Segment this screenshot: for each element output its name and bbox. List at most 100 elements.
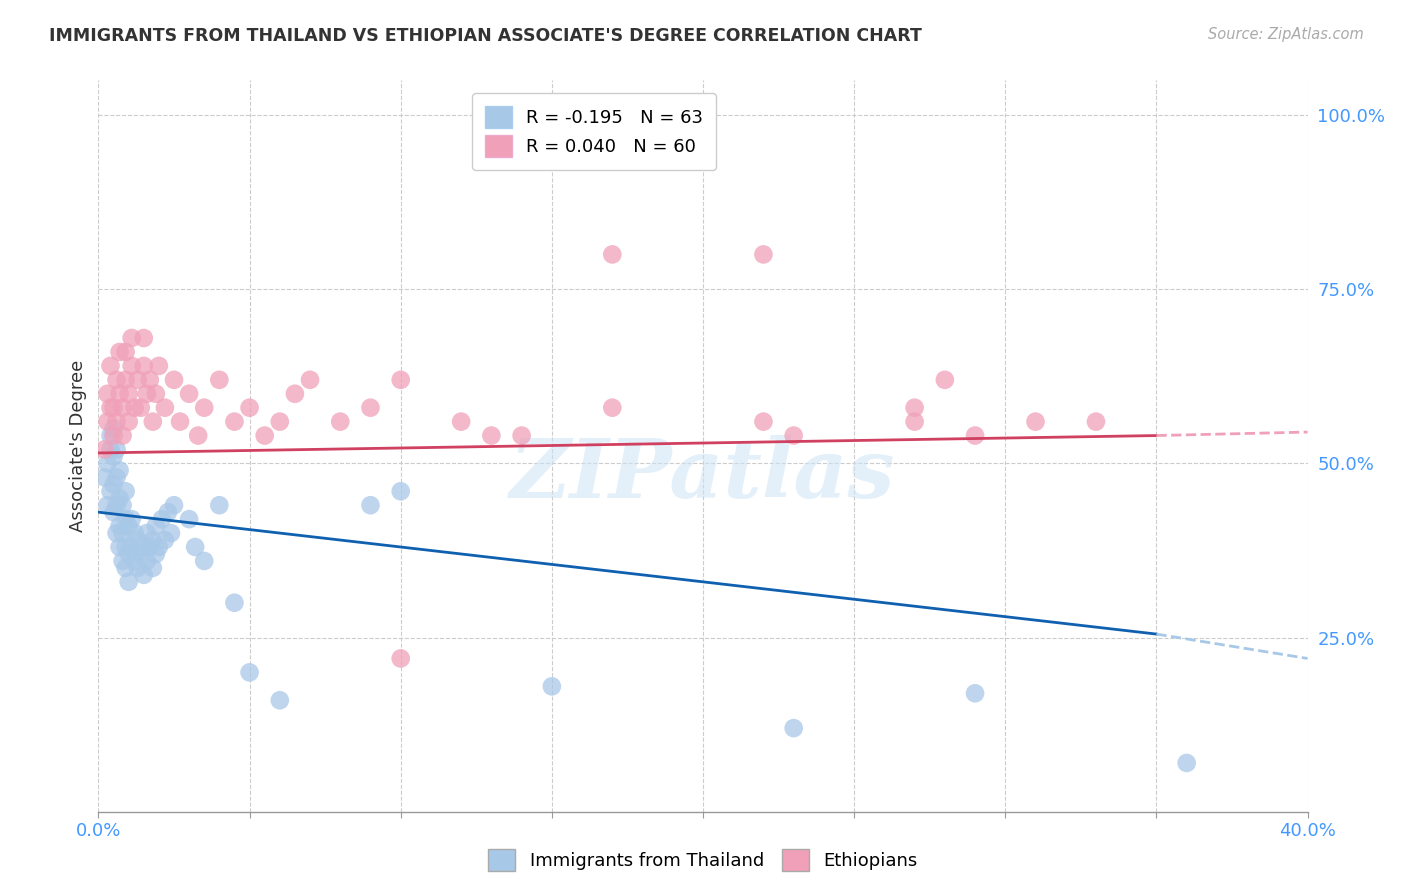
Point bbox=[135, 554, 157, 568]
Text: Source: ZipAtlas.com: Source: ZipAtlas.com bbox=[1208, 27, 1364, 42]
Point bbox=[100, 428, 122, 442]
Point bbox=[145, 519, 167, 533]
Point bbox=[114, 373, 136, 387]
Point bbox=[783, 721, 806, 735]
Point bbox=[93, 442, 115, 457]
Point bbox=[142, 415, 165, 429]
Point bbox=[129, 401, 152, 415]
Point bbox=[132, 359, 155, 373]
Point bbox=[208, 498, 231, 512]
Point bbox=[179, 512, 201, 526]
Point bbox=[602, 247, 624, 261]
Point bbox=[100, 359, 122, 373]
Point bbox=[108, 463, 131, 477]
Point bbox=[103, 450, 125, 464]
Point bbox=[127, 561, 149, 575]
Point bbox=[253, 428, 276, 442]
Point bbox=[965, 686, 987, 700]
Point bbox=[127, 373, 149, 387]
Point bbox=[163, 498, 186, 512]
Point bbox=[103, 401, 125, 415]
Point bbox=[208, 373, 231, 387]
Point bbox=[108, 540, 131, 554]
Point bbox=[148, 359, 170, 373]
Point bbox=[269, 415, 291, 429]
Point bbox=[127, 533, 149, 547]
Point bbox=[169, 415, 191, 429]
Point bbox=[934, 373, 956, 387]
Point bbox=[93, 470, 115, 484]
Point bbox=[108, 519, 131, 533]
Point bbox=[124, 401, 146, 415]
Point bbox=[103, 421, 125, 435]
Point bbox=[108, 491, 131, 506]
Point bbox=[118, 519, 141, 533]
Point bbox=[150, 512, 173, 526]
Point bbox=[239, 401, 262, 415]
Point bbox=[329, 415, 352, 429]
Point bbox=[96, 457, 118, 471]
Point bbox=[510, 428, 533, 442]
Point bbox=[224, 596, 246, 610]
Point bbox=[100, 401, 122, 415]
Point bbox=[105, 526, 128, 541]
Point bbox=[114, 561, 136, 575]
Point bbox=[163, 373, 186, 387]
Point bbox=[602, 401, 624, 415]
Point bbox=[135, 386, 157, 401]
Point bbox=[142, 533, 165, 547]
Point bbox=[1175, 756, 1198, 770]
Point bbox=[481, 428, 503, 442]
Point bbox=[121, 512, 143, 526]
Point bbox=[752, 247, 775, 261]
Point bbox=[299, 373, 322, 387]
Point bbox=[118, 415, 141, 429]
Point bbox=[129, 547, 152, 561]
Point bbox=[108, 386, 131, 401]
Point bbox=[108, 345, 131, 359]
Point bbox=[121, 540, 143, 554]
Point bbox=[105, 442, 128, 457]
Point bbox=[118, 574, 141, 589]
Point bbox=[1024, 415, 1046, 429]
Point bbox=[105, 498, 128, 512]
Point bbox=[224, 415, 246, 429]
Point bbox=[752, 415, 775, 429]
Point bbox=[389, 484, 412, 499]
Point bbox=[135, 526, 157, 541]
Point bbox=[96, 498, 118, 512]
Point bbox=[114, 512, 136, 526]
Point bbox=[132, 540, 155, 554]
Point bbox=[184, 540, 207, 554]
Text: IMMIGRANTS FROM THAILAND VS ETHIOPIAN ASSOCIATE'S DEGREE CORRELATION CHART: IMMIGRANTS FROM THAILAND VS ETHIOPIAN AS… bbox=[49, 27, 922, 45]
Point bbox=[103, 477, 125, 491]
Point bbox=[153, 401, 176, 415]
Point bbox=[105, 373, 128, 387]
Point bbox=[114, 540, 136, 554]
Point bbox=[111, 428, 134, 442]
Point bbox=[450, 415, 472, 429]
Legend: Immigrants from Thailand, Ethiopians: Immigrants from Thailand, Ethiopians bbox=[481, 842, 925, 879]
Point bbox=[148, 540, 170, 554]
Point bbox=[904, 415, 927, 429]
Point bbox=[360, 498, 382, 512]
Point bbox=[100, 442, 122, 457]
Point bbox=[269, 693, 291, 707]
Point bbox=[156, 505, 179, 519]
Point bbox=[96, 415, 118, 429]
Point bbox=[193, 554, 215, 568]
Point bbox=[105, 415, 128, 429]
Point bbox=[103, 428, 125, 442]
Point bbox=[160, 526, 183, 541]
Point bbox=[105, 470, 128, 484]
Point bbox=[193, 401, 215, 415]
Point bbox=[121, 359, 143, 373]
Point bbox=[187, 428, 209, 442]
Point bbox=[360, 401, 382, 415]
Point bbox=[96, 386, 118, 401]
Point bbox=[132, 567, 155, 582]
Point bbox=[118, 547, 141, 561]
Y-axis label: Associate's Degree: Associate's Degree bbox=[69, 359, 87, 533]
Legend: R = -0.195   N = 63, R = 0.040   N = 60: R = -0.195 N = 63, R = 0.040 N = 60 bbox=[472, 93, 716, 169]
Point bbox=[100, 484, 122, 499]
